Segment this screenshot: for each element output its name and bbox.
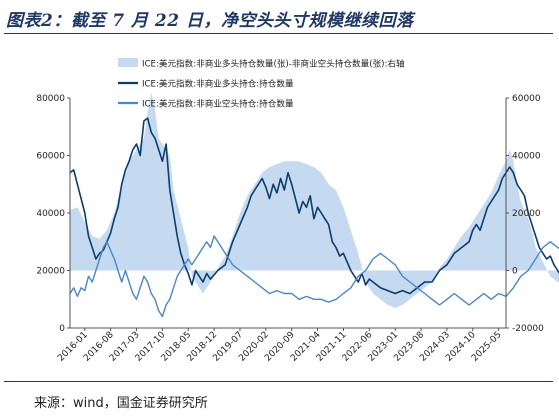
legend-label: ICE:美元指数:非商业空头持仓:持仓数量 (142, 98, 294, 110)
y-right-tick-label: 20000 (512, 209, 541, 219)
y-right-tick-label: -20000 (512, 324, 544, 334)
footer-rule (4, 381, 553, 382)
title-bar: 图表2：截至 7 月 22 日，净空头头寸规模继续回落 (0, 0, 559, 34)
position-chart: 0 20000 40000 60000 80000 -20000 0 20000 40000 60… (36, 58, 559, 364)
series-area-net-position (70, 92, 559, 308)
y-left-tick-label: 0 (59, 324, 65, 334)
page-title: 图表2：截至 7 月 22 日，净空头头寸规模继续回落 (6, 11, 414, 31)
y-left-tick-label: 80000 (36, 94, 65, 104)
line-series-layer (69, 117, 559, 318)
area-series-layer (70, 92, 559, 308)
y-left-tick-label: 20000 (36, 267, 65, 277)
y-right-tick-label: 60000 (512, 94, 541, 104)
legend-swatch-area (118, 58, 138, 67)
y-left-tick-label: 60000 (36, 152, 65, 162)
legend-label: ICE:美元指数:非商业多头持仓数量(张)-非商业空头持仓数量(张):右轴 (142, 58, 405, 70)
series-line-short-positions (69, 235, 559, 318)
legend: ICE:美元指数:非商业多头持仓数量(张)-非商业空头持仓数量(张):右轴 ICE… (118, 58, 405, 110)
legend-label: ICE:美元指数:非商业多头持仓:持仓数量 (142, 78, 294, 90)
title-underline (4, 33, 553, 34)
y-right-tick-label: 40000 (512, 152, 541, 162)
source-note: 来源：wind，国金证券研究所 (34, 396, 208, 411)
series-line-long-positions (69, 117, 559, 295)
y-right-tick-label: 0 (512, 267, 518, 277)
y-left-tick-label: 40000 (36, 209, 65, 219)
